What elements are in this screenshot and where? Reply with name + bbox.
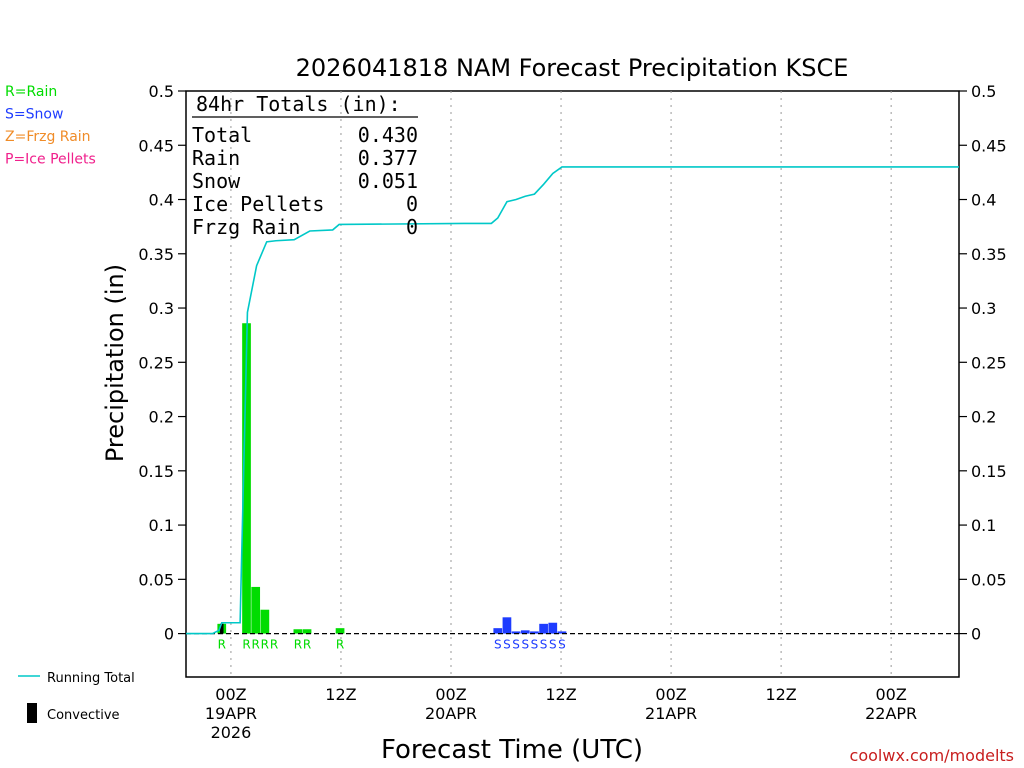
credit-link[interactable]: coolwx.com/modelts (850, 746, 1014, 765)
y-tick-label-right: 0.2 (971, 408, 996, 427)
precip-bars (217, 323, 567, 634)
y-tick-label-right: 0.25 (971, 353, 1007, 372)
y-tick-label-left: 0 (164, 625, 174, 644)
x-tick-label: 00Z (435, 685, 466, 704)
precip-type-marker: S (549, 638, 557, 652)
y-tick-label-right: 0.5 (971, 82, 996, 101)
precip-type-marker: R (303, 638, 311, 652)
y-tick-label-right: 0.15 (971, 462, 1007, 481)
precip-type-marker: S (531, 638, 539, 652)
precip-type-legend-entry: P=Ice Pellets (5, 152, 96, 168)
y-tick-label-right: 0 (971, 625, 981, 644)
precip-bar (520, 630, 530, 634)
precip-type-marker: R (294, 638, 302, 652)
totals-box: 84hr Totals (in): Total 0.430 Rain 0.377 Sno… (192, 92, 418, 239)
precip-type-marker: S (503, 638, 511, 652)
precip-type-legend: R=Rain S=Snow Z=Frzg Rain P=Ice Pellets (5, 84, 96, 168)
totals-row-label: Frzg Rain (192, 215, 300, 239)
vertical-gridlines (230, 91, 892, 677)
y-tick-label-left: 0.1 (149, 516, 174, 535)
y-tick-label-left: 0.5 (149, 82, 174, 101)
totals-row-label: Total (192, 123, 252, 147)
x-tick-label: 21APR (645, 704, 697, 723)
x-tick-label: 12Z (545, 685, 576, 704)
precip-type-marker: S (540, 638, 548, 652)
y-tick-label-right: 0.1 (971, 516, 996, 535)
y-tick-label-right: 0.3 (971, 299, 996, 318)
x-axis-label: Forecast Time (UTC) (381, 735, 643, 765)
precip-bar (548, 622, 558, 634)
y-tick-label-left: 0.45 (138, 136, 174, 155)
running-total-legend-label: Running Total (47, 671, 135, 686)
precip-bar (511, 631, 521, 634)
precip-type-marker: S (521, 638, 529, 652)
totals-row-label: Snow (192, 169, 241, 193)
precip-bar (530, 631, 539, 634)
precip-type-legend-entry: R=Rain (5, 84, 57, 100)
y-tick-label-left: 0.3 (149, 299, 174, 318)
precip-type-marker: R (336, 638, 344, 652)
precip-type-marker: R (261, 638, 269, 652)
plot-frame (185, 90, 960, 678)
y-tick-label-left: 0.2 (149, 408, 174, 427)
precip-bar (260, 609, 270, 634)
x-tick-label: 00Z (875, 685, 906, 704)
totals-row-label: Rain (192, 146, 240, 170)
y-tick-label-left: 0.15 (138, 462, 174, 481)
y-tick-label-left: 0.35 (138, 245, 174, 264)
precip-bar (539, 623, 548, 634)
totals-row-value: 0 (406, 215, 418, 239)
precip-bar (251, 586, 261, 634)
y-axis-ticks: 0.5 0.5 0.45 0.45 0.4 0.4 0.35 0.35 0.3 0.3 0.25 0.… (138, 82, 1006, 644)
x-tick-label: 12Z (765, 685, 796, 704)
running-total-line (186, 166, 959, 635)
x-tick-label: 20APR (425, 704, 477, 723)
precip-bar (493, 628, 503, 634)
precip-type-marker: R (218, 638, 226, 652)
y-tick-label-left: 0.05 (138, 570, 174, 589)
y-tick-label-right: 0.35 (971, 245, 1007, 264)
series-legend: Running Total Convective (18, 671, 135, 723)
chart-title: 2026041818 NAM Forecast Precipitation KS… (296, 54, 849, 82)
precip-bar (557, 631, 567, 634)
precip-type-legend-entry: Z=Frzg Rain (5, 129, 91, 145)
convective-bar (220, 623, 224, 634)
y-tick-label-left: 0.25 (138, 353, 174, 372)
precip-bar (502, 617, 512, 634)
totals-header: 84hr Totals (in): (196, 92, 401, 116)
x-tick-label: 00Z (655, 685, 686, 704)
x-tick-label: 12Z (325, 685, 356, 704)
precip-type-marker: S (494, 638, 502, 652)
y-axis-label: Precipitation (in) (101, 264, 129, 462)
precip-type-legend-entry: S=Snow (5, 107, 63, 123)
y-tick-label-right: 0.05 (971, 570, 1007, 589)
totals-row-value: 0.377 (358, 146, 418, 170)
convective-legend-swatch (27, 703, 37, 723)
x-tick-label: 19APR (205, 704, 257, 723)
precip-bar (242, 323, 251, 634)
x-tick-label: 00Z (215, 685, 246, 704)
x-tick-label: 22APR (865, 704, 917, 723)
precip-type-marker: R (242, 638, 250, 652)
y-tick-label-right: 0.45 (971, 136, 1007, 155)
totals-row-value: 0.051 (358, 169, 418, 193)
convective-legend-label: Convective (47, 708, 120, 723)
totals-row-value: 0.430 (358, 123, 418, 147)
precip-type-marker: S (558, 638, 566, 652)
precip-type-marker: S (512, 638, 520, 652)
totals-row-label: Ice Pellets (192, 192, 324, 216)
y-tick-label-left: 0.4 (149, 191, 174, 210)
precip-bar (335, 628, 345, 634)
precip-type-marker: R (252, 638, 260, 652)
precip-type-marker: R (270, 638, 278, 652)
x-tick-label: 2026 (211, 723, 252, 742)
precip-bar (302, 629, 312, 634)
y-tick-label-right: 0.4 (971, 191, 996, 210)
precip-bar (293, 629, 303, 634)
totals-row-value: 0 (406, 192, 418, 216)
